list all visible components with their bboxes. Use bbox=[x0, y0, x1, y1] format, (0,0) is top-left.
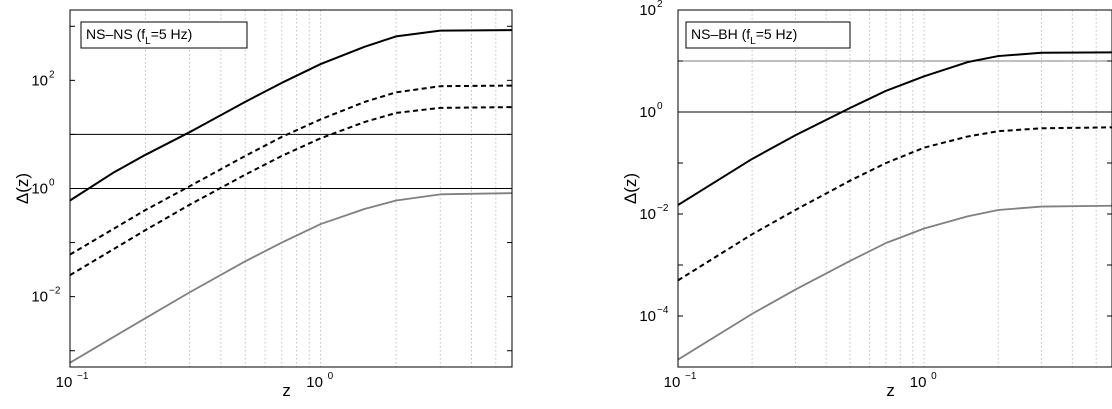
x-axis-label: z bbox=[282, 381, 291, 400]
chart-panel-right: 10 −1 10 010 −410 −210 010 2zΔ(z)NS–BH (fL=5 Hz… bbox=[621, 0, 1112, 400]
x-axis-label: z bbox=[886, 381, 895, 400]
series-group bbox=[70, 29, 512, 364]
series-line-2 bbox=[678, 126, 1112, 282]
x-tick-exponent: 0 bbox=[931, 371, 937, 382]
legend-box bbox=[685, 21, 851, 49]
y-tick-exponent: 2 bbox=[657, 0, 663, 10]
y-tick-label: 10 bbox=[639, 2, 656, 19]
y-tick-label: 10 bbox=[31, 289, 48, 306]
y-tick-exponent: −2 bbox=[657, 203, 669, 214]
x-tick-label: 10 bbox=[910, 374, 927, 391]
x-tick-exponent: 0 bbox=[328, 371, 334, 382]
series-line-4 bbox=[70, 192, 512, 364]
x-tick-exponent: −1 bbox=[77, 371, 89, 382]
y-tick-label: 10 bbox=[31, 181, 48, 198]
series-group bbox=[678, 51, 1112, 361]
y-tick-exponent: 0 bbox=[49, 178, 55, 189]
x-grid bbox=[751, 10, 1097, 367]
y-tick-exponent: 0 bbox=[657, 101, 663, 112]
x-tick-label: 10 bbox=[56, 374, 73, 391]
y-tick-label: 10 bbox=[31, 72, 48, 89]
y-tick-label: 10 bbox=[639, 308, 656, 325]
y-tick-exponent: −2 bbox=[49, 286, 61, 297]
legend-label: NS–BH (fL=5 Hz) bbox=[691, 26, 797, 47]
series-line-1 bbox=[70, 29, 512, 202]
legend-label: NS–NS (fL=5 Hz) bbox=[86, 26, 192, 47]
x-grid bbox=[145, 10, 497, 367]
y-tick-label: 10 bbox=[639, 104, 656, 121]
y-tick-exponent: −4 bbox=[657, 305, 669, 316]
y-tick-exponent: 2 bbox=[49, 69, 55, 80]
y-tick-label: 10 bbox=[639, 206, 656, 223]
x-tick-label: 10 bbox=[306, 374, 323, 391]
chart-panel-left: 10 −1 10 010 −210 010 2zΔ(z)NS–NS (fL=5 Hz) bbox=[13, 9, 513, 400]
series-line-3 bbox=[678, 204, 1112, 361]
y-axis-label: Δ(z) bbox=[13, 173, 32, 204]
y-axis-label: Δ(z) bbox=[621, 173, 640, 204]
series-line-2 bbox=[70, 84, 512, 256]
plot-background bbox=[678, 10, 1112, 367]
plot-frame bbox=[677, 9, 1112, 368]
series-line-1 bbox=[678, 51, 1112, 206]
x-tick-label: 10 bbox=[664, 374, 681, 391]
series-line-3 bbox=[70, 106, 512, 276]
legend-box bbox=[80, 21, 248, 49]
x-tick-exponent: −1 bbox=[685, 371, 697, 382]
